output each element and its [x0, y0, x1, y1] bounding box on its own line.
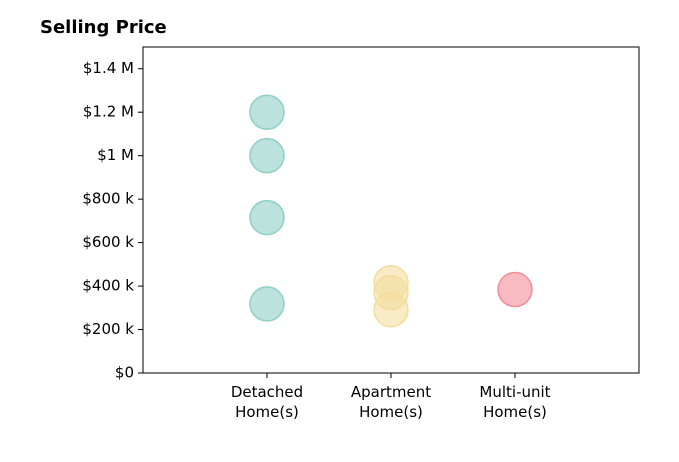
point — [497, 271, 533, 308]
point — [249, 137, 285, 174]
point — [373, 292, 409, 328]
chart-title: Selling Price — [40, 17, 167, 38]
y-tick-label: $1 M — [97, 146, 134, 164]
point — [249, 94, 285, 130]
y-tick-label: $0 — [115, 364, 134, 382]
y-tick-label: $600 k — [82, 233, 134, 251]
y-tick-label: $1.2 M — [83, 103, 134, 121]
x-tick-label: Detached Home(s) — [230, 383, 304, 421]
y-tick-label: $200 k — [82, 320, 134, 338]
x-tick-label: Multi-unit Home(s) — [479, 383, 551, 421]
point — [249, 286, 285, 322]
x-tick-label: Apartment Home(s) — [350, 383, 432, 421]
point — [249, 199, 285, 236]
y-tick-label: $1.4 M — [83, 59, 134, 77]
y-tick-label: $800 k — [82, 190, 134, 208]
y-tick-label: $400 k — [82, 277, 134, 295]
